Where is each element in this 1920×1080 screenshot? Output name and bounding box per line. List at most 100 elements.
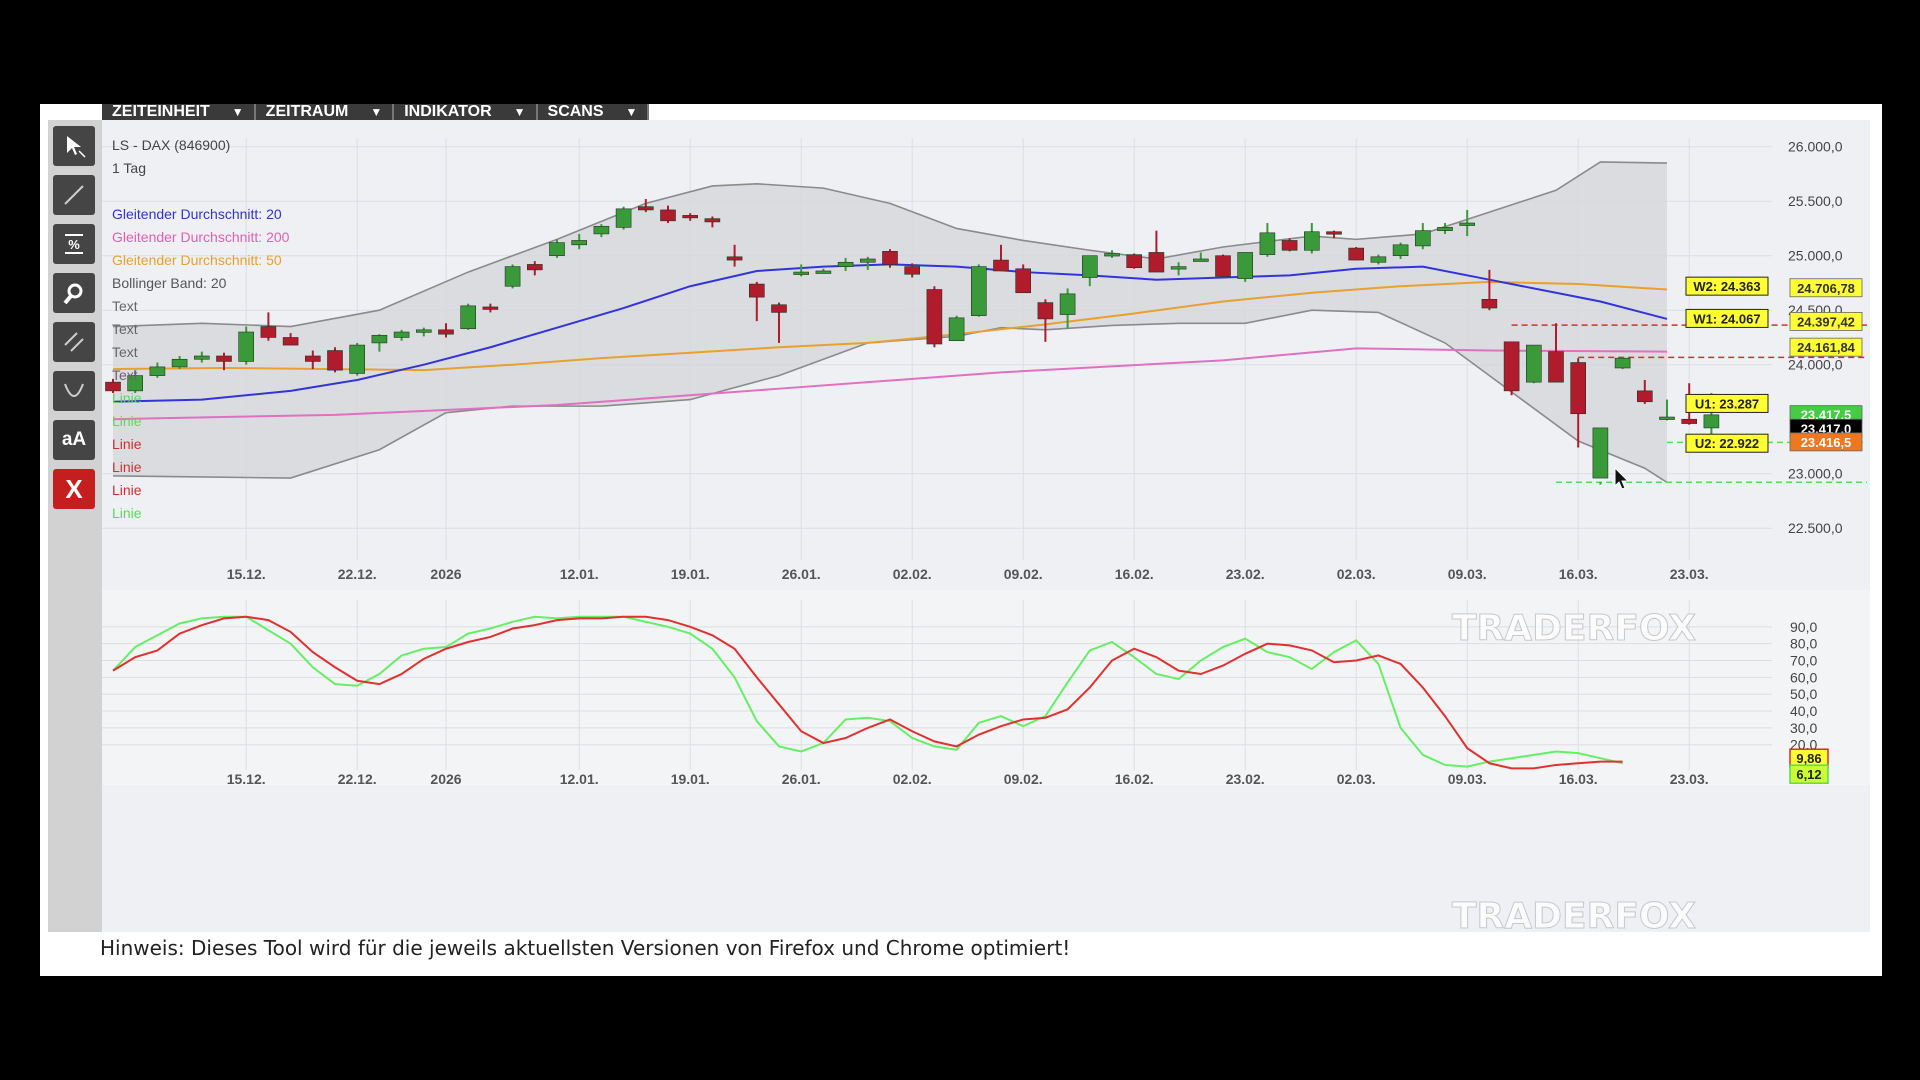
price-tag-text: 23.416,5 xyxy=(1801,435,1852,450)
y-tick-label: 90,0 xyxy=(1790,619,1817,635)
legend-entry: LS - DAX (846900) xyxy=(112,137,231,153)
delete-tool[interactable]: X xyxy=(53,469,95,509)
candle xyxy=(882,249,898,268)
menu-indikator[interactable]: INDIKATOR ▼ xyxy=(394,104,538,120)
candle-body xyxy=(1437,227,1453,231)
candle-body xyxy=(1015,268,1032,294)
candle xyxy=(1037,299,1054,342)
candle-body xyxy=(771,304,787,313)
candle-body xyxy=(327,350,343,371)
candle xyxy=(637,199,654,213)
price-tag-text: 24.706,78 xyxy=(1797,281,1855,296)
bollinger-lower-line xyxy=(112,309,1668,484)
select-tool[interactable] xyxy=(53,126,95,166)
x-tick-label: 2026 xyxy=(430,566,461,582)
y-tick-label: 70,0 xyxy=(1790,653,1817,669)
candle-body xyxy=(970,266,987,316)
level-label-box xyxy=(1685,308,1769,328)
menu-scans[interactable]: SCANS ▼ xyxy=(538,104,650,120)
candle-body xyxy=(1148,252,1165,273)
candle-body xyxy=(1481,299,1498,309)
candle xyxy=(859,256,876,270)
menu-bar: ZEITEINHEIT ▼ ZEITRAUM ▼ INDIKATOR ▼ SCANS ▼ xyxy=(102,104,650,120)
candle xyxy=(726,244,743,267)
candle-body xyxy=(371,334,388,344)
text-tool[interactable]: aA xyxy=(53,420,95,460)
candle xyxy=(327,347,343,373)
legend-entry: Gleitender Durchschnitt: 50 xyxy=(112,252,282,268)
candle xyxy=(1570,358,1586,448)
candle xyxy=(837,257,854,271)
candle xyxy=(260,312,277,341)
candle xyxy=(194,351,210,363)
price-tag-box xyxy=(1789,312,1863,331)
y-tick-label: 22.500,0 xyxy=(1788,520,1843,536)
y-tick-label: 50,0 xyxy=(1790,686,1817,702)
level-label-box xyxy=(1685,433,1769,453)
fibonacci-tool[interactable]: % xyxy=(53,224,95,264)
line-tool[interactable] xyxy=(53,175,95,215)
candle-body xyxy=(1348,247,1364,261)
candle xyxy=(771,302,787,343)
candle-body xyxy=(1392,244,1409,257)
moving-average-20-line xyxy=(112,263,1668,403)
x-tick-label: 02.02. xyxy=(893,771,932,787)
price-chart[interactable]: TRADERFOX TRADERFOX 15.12. 15.12. 22.12. 22.1… xyxy=(102,120,1870,932)
close-icon: X xyxy=(65,473,83,504)
menu-zeitraum[interactable]: ZEITRAUM ▼ xyxy=(256,104,395,120)
candle-body xyxy=(837,261,854,267)
candle xyxy=(970,264,987,317)
price-tag-text: 24.161,84 xyxy=(1797,340,1856,355)
candle-body xyxy=(305,355,321,362)
x-tick-label: 23.03. xyxy=(1670,566,1709,582)
traderfox-watermark: TRADERFOX xyxy=(1452,896,1696,932)
x-tick-label: 15.12. xyxy=(227,566,266,582)
candle-body xyxy=(1193,258,1209,262)
x-tick-label: 26.01. xyxy=(782,566,821,582)
legend-entry: Bollinger Band: 20 xyxy=(112,275,227,291)
magnifier-icon xyxy=(63,283,83,305)
level-label-box xyxy=(1685,393,1769,413)
stochastic-tag-text: 9,86 xyxy=(1796,751,1821,766)
traderfox-watermark: TRADERFOX xyxy=(1452,608,1696,649)
stochastic-tag-text: 6,12 xyxy=(1796,767,1821,782)
candle xyxy=(748,281,765,322)
candle xyxy=(571,233,588,250)
candle xyxy=(1637,379,1653,404)
chart-area[interactable]: TRADERFOX TRADERFOX 15.12. 15.12. 22.12. 22.1… xyxy=(102,120,1870,932)
candle xyxy=(1148,230,1165,273)
candle-body xyxy=(1459,222,1475,226)
y-tick-label: 30,0 xyxy=(1790,720,1817,736)
candle xyxy=(704,216,721,228)
candle-body xyxy=(482,306,499,310)
candle-body xyxy=(1526,344,1542,383)
zoom-tool[interactable] xyxy=(53,273,95,313)
legend-entry: 1 Tag xyxy=(112,160,146,176)
y-tick-label: 40,0 xyxy=(1790,703,1817,719)
candle xyxy=(1370,254,1387,265)
candle-body xyxy=(415,329,432,333)
x-tick-label: 23.02. xyxy=(1226,771,1265,787)
candle-body xyxy=(238,331,254,362)
candle-body xyxy=(1637,390,1653,403)
candle xyxy=(615,206,632,230)
legend-entry: Text xyxy=(112,367,138,383)
candle xyxy=(393,329,410,341)
candle-body xyxy=(260,326,277,338)
x-tick-label: 2026 xyxy=(430,771,461,787)
x-tick-label: 09.03. xyxy=(1448,771,1487,787)
candle xyxy=(1592,427,1609,485)
x-tick-label: 02.03. xyxy=(1337,771,1376,787)
candle xyxy=(1193,252,1209,262)
arc-tool[interactable] xyxy=(53,371,95,411)
candle xyxy=(415,327,432,337)
x-tick-label: 12.01. xyxy=(560,566,599,582)
candle-body xyxy=(1081,255,1098,278)
menu-zeiteinheit[interactable]: ZEITEINHEIT ▼ xyxy=(102,104,256,120)
channel-tool[interactable] xyxy=(53,322,95,362)
price-tag-box xyxy=(1789,278,1863,298)
x-tick-label: 16.02. xyxy=(1115,771,1154,787)
candle-body xyxy=(438,329,454,335)
candle-body xyxy=(793,271,810,275)
candle xyxy=(1126,253,1142,269)
